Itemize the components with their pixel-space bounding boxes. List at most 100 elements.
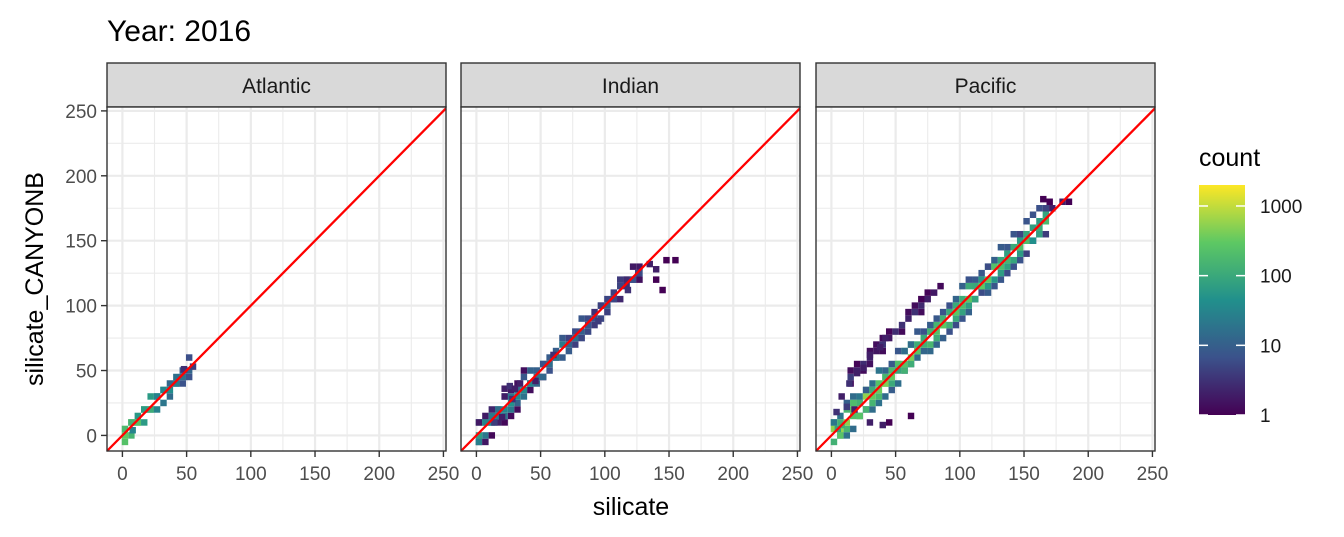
x-tick-label: 250: [1137, 464, 1169, 485]
heatmap-tile: [495, 419, 502, 426]
heatmap-tile: [888, 373, 895, 381]
heatmap-tile: [546, 360, 553, 368]
panel-pacific: Pacific 0 50 100 150 200 250: [815, 62, 1169, 485]
x-tick-label: 50: [176, 464, 197, 485]
heatmap-tile: [173, 380, 180, 387]
heatmap-tile: [597, 302, 605, 309]
x-tick-label: 0: [471, 464, 482, 485]
heatmap-tile: [1036, 205, 1043, 212]
heatmap-tile: [652, 276, 660, 283]
heatmap-tile: [927, 341, 934, 348]
heatmap-tile: [1049, 205, 1056, 212]
heatmap-tile: [572, 341, 579, 348]
heatmap-tile: [939, 308, 947, 316]
heatmap-tile: [160, 399, 167, 407]
heatmap-tile: [636, 276, 643, 283]
heatmap-tile: [520, 367, 528, 374]
heatmap-tile: [185, 354, 193, 361]
panel-border: [460, 106, 801, 452]
heatmap-tile: [134, 419, 142, 426]
heatmap-tile: [933, 334, 940, 342]
heatmap-tile: [843, 425, 851, 433]
identity-reference-line: [106, 107, 447, 452]
heatmap-tile: [997, 256, 1005, 264]
legend-title: count: [1199, 144, 1260, 172]
panel-indian: Indian 0 50 100 150 200 250: [460, 62, 814, 485]
heatmap-tile: [907, 354, 915, 361]
heatmap-tile: [533, 373, 540, 381]
heatmap-tile: [843, 419, 851, 426]
heatmap-tiles: [830, 195, 1073, 446]
heatmap-tile: [514, 406, 521, 413]
heatmap-tile: [147, 406, 154, 413]
heatmap-tile: [1010, 243, 1017, 251]
heatmap-tile: [475, 438, 483, 446]
heatmap-tile: [997, 263, 1005, 270]
heatmap-tile: [617, 295, 624, 303]
identity-reference-line: [460, 107, 801, 452]
heatmap-tile: [663, 256, 670, 264]
heatmap-tile: [166, 380, 174, 387]
heatmap-tile: [507, 412, 515, 420]
heatmap-tile: [482, 419, 489, 426]
heatmap-tile: [984, 263, 992, 270]
heatmap-tile: [623, 276, 630, 283]
heatmap-tile: [984, 276, 992, 283]
heatmap-tile: [905, 308, 912, 316]
heatmap-tile: [559, 354, 566, 361]
heatmap-tile: [888, 380, 895, 387]
x-tick-label: 250: [782, 464, 814, 485]
heatmap-tile: [875, 399, 883, 407]
x-tick-label: 100: [235, 464, 267, 485]
heatmap-tile: [978, 269, 985, 277]
heatmap-tile: [843, 399, 851, 407]
heatmap-tile: [475, 419, 483, 426]
heatmap-tile: [911, 302, 919, 309]
heatmap-tile: [959, 308, 966, 316]
heatmap-tile: [853, 360, 861, 368]
heatmap-tile: [672, 256, 679, 264]
heatmap-tile: [550, 351, 557, 359]
heatmap-tile: [1029, 224, 1037, 231]
heatmap-tile: [121, 438, 129, 446]
panel-border: [106, 106, 447, 452]
heatmap-tile: [898, 328, 906, 335]
heatmap-tile: [501, 385, 508, 392]
heatmap-tile: [860, 360, 867, 368]
y-tick-label: 0: [86, 426, 97, 447]
heatmap-tile: [856, 393, 863, 400]
heatmap-tile: [624, 286, 632, 294]
heatmap-tile: [189, 363, 197, 370]
heatmap-tile: [591, 315, 598, 322]
heatmap-tile: [991, 263, 998, 270]
heatmap-tile: [180, 365, 188, 373]
heatmap-tile: [952, 315, 960, 322]
heatmap-tile: [572, 328, 579, 335]
heatmap-tile: [965, 308, 973, 316]
heatmap-tile: [847, 373, 854, 381]
legend-break-label: 10: [1260, 336, 1281, 357]
heatmap-tile: [991, 256, 998, 264]
heatmap-tile: [507, 386, 515, 394]
heatmap-tile: [843, 432, 851, 439]
heatmap-tile: [1042, 211, 1050, 218]
heatmap-tile: [866, 360, 874, 368]
heatmap-tile: [862, 406, 870, 413]
heatmap-tile: [830, 419, 838, 426]
heatmap-tile: [927, 328, 934, 335]
x-tick-label: 0: [117, 464, 128, 485]
heatmap-tile: [1029, 237, 1037, 244]
heatmap-tile: [851, 406, 858, 413]
heatmap-tile: [1016, 250, 1024, 257]
x-tick-label: 0: [826, 464, 837, 485]
x-tick-label: 200: [1072, 464, 1104, 485]
y-tick-label: 250: [65, 102, 97, 123]
heatmap-tile: [907, 360, 915, 368]
x-tick-label: 50: [885, 464, 906, 485]
heatmap-tile: [482, 438, 489, 446]
heatmap-tile: [920, 328, 928, 335]
heatmap-tile: [959, 295, 966, 303]
heatmap-tile: [860, 364, 867, 372]
heatmap-tile: [1010, 256, 1017, 264]
heatmap-tile: [495, 412, 502, 420]
